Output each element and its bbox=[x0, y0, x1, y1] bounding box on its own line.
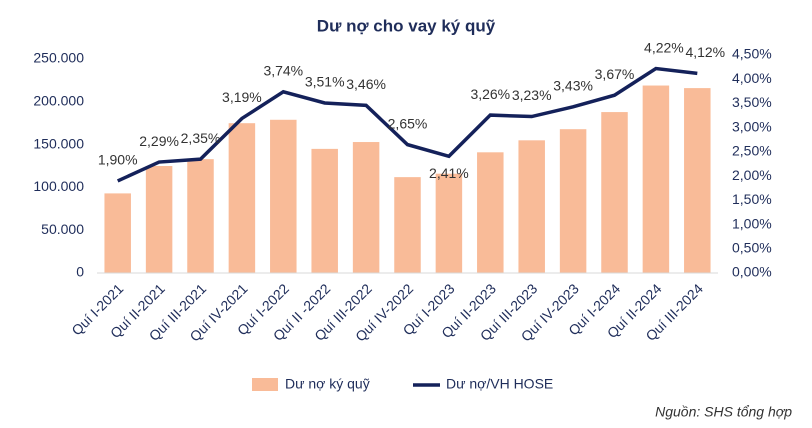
bar bbox=[394, 177, 421, 273]
data-label: 2,41% bbox=[429, 165, 469, 181]
y2-tick-label: 3,00% bbox=[732, 118, 772, 134]
bar bbox=[435, 173, 463, 273]
legend-swatch bbox=[252, 378, 278, 391]
y2-tick-label: 2,00% bbox=[732, 167, 772, 183]
y2-tick-label: 2,50% bbox=[732, 143, 772, 159]
y2-tick-label: 3,50% bbox=[732, 94, 772, 110]
bar bbox=[642, 85, 670, 273]
y2-tick-label: 0,50% bbox=[732, 239, 772, 255]
y-tick-label: 100.000 bbox=[33, 178, 84, 194]
y2-tick-label: 0,00% bbox=[732, 264, 772, 280]
data-label: 3,46% bbox=[346, 76, 386, 92]
data-label: 2,65% bbox=[388, 115, 428, 131]
data-label: 1,90% bbox=[98, 152, 138, 168]
data-label: 3,23% bbox=[512, 87, 552, 103]
data-label: 3,43% bbox=[553, 78, 593, 94]
bar bbox=[684, 88, 711, 273]
bar bbox=[518, 140, 545, 273]
chart-title: Dư nợ cho vay ký quỹ bbox=[317, 16, 496, 35]
line bbox=[116, 66, 698, 183]
y-tick-label: 150.000 bbox=[33, 135, 84, 151]
bar bbox=[311, 148, 338, 273]
bar bbox=[145, 166, 173, 273]
data-label: 4,22% bbox=[644, 39, 684, 55]
y2-tick-label: 4,00% bbox=[732, 70, 772, 86]
legend-label: Dư nợ ký quỹ bbox=[285, 376, 370, 392]
bar bbox=[352, 142, 380, 273]
data-label: 3,67% bbox=[595, 66, 635, 82]
bar bbox=[477, 152, 504, 273]
bar bbox=[228, 123, 256, 273]
bar bbox=[187, 159, 214, 273]
y-tick-label: 250.000 bbox=[33, 50, 84, 66]
data-label: 3,74% bbox=[263, 63, 303, 79]
source-note: Nguồn: SHS tổng hợp bbox=[655, 404, 792, 420]
bar bbox=[104, 193, 131, 273]
y-tick-label: 50.000 bbox=[41, 221, 84, 237]
y-tick-label: 200.000 bbox=[33, 93, 84, 109]
data-label: 4,12% bbox=[685, 44, 725, 60]
bar bbox=[270, 119, 297, 273]
y2-tick-label: 1,00% bbox=[732, 215, 772, 231]
data-label: 2,29% bbox=[139, 133, 179, 149]
legend-label: Dư nợ/VH HOSE bbox=[446, 376, 553, 392]
data-label: 2,35% bbox=[181, 130, 221, 146]
y2-tick-label: 1,50% bbox=[732, 191, 772, 207]
bar bbox=[601, 112, 628, 274]
data-label: 3,19% bbox=[222, 89, 262, 105]
y-tick-label: 0 bbox=[76, 264, 84, 280]
bar bbox=[559, 129, 587, 273]
y2-tick-label: 4,50% bbox=[732, 46, 772, 62]
data-label: 3,51% bbox=[305, 74, 345, 90]
data-label: 3,26% bbox=[470, 86, 510, 102]
